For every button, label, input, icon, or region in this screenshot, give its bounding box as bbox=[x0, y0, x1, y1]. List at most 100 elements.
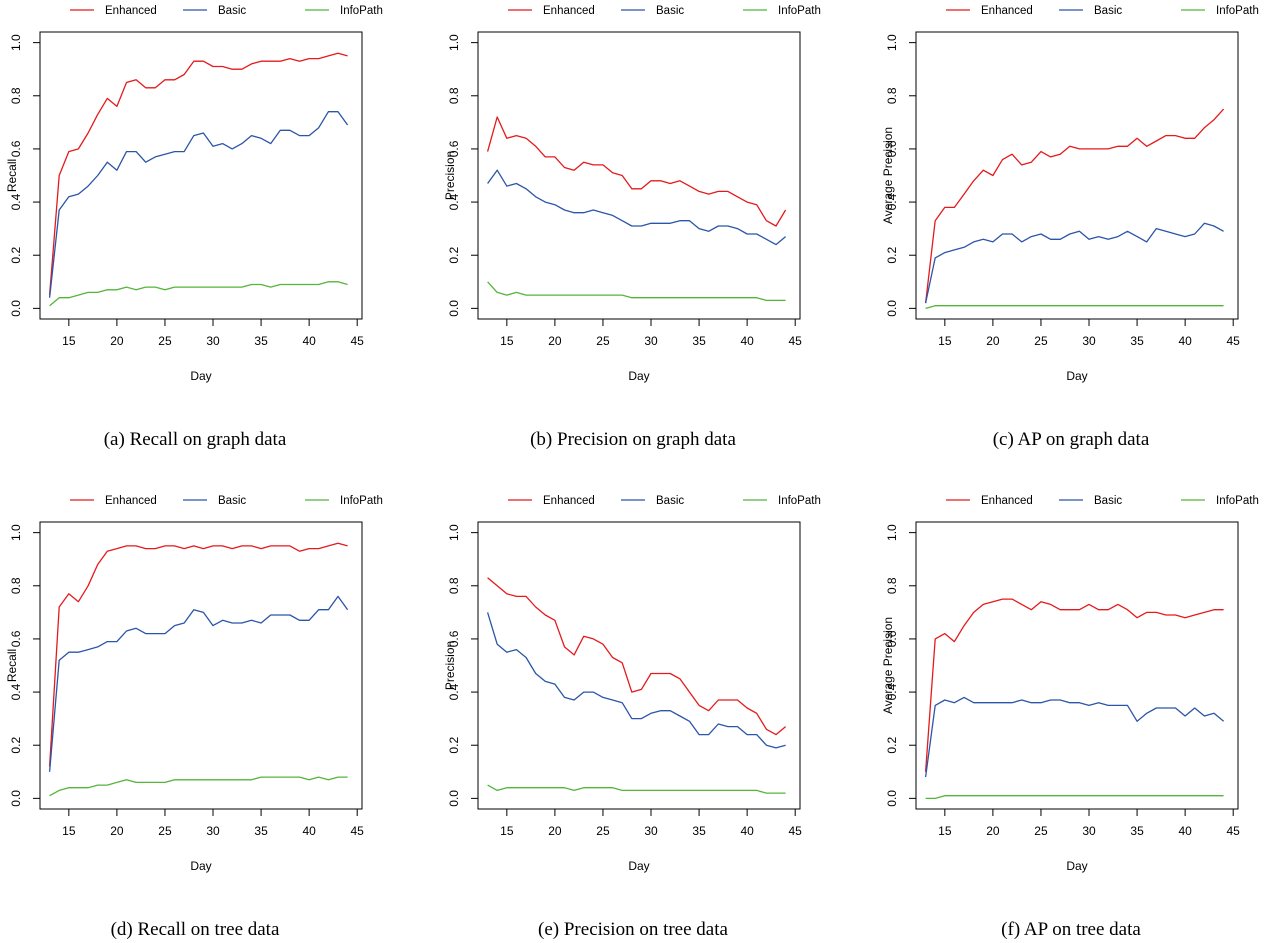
x-tick-label: 30 bbox=[644, 824, 658, 838]
y-tick-label: 0.6 bbox=[9, 630, 23, 647]
x-tick-label: 15 bbox=[938, 824, 952, 838]
x-axis-title: Day bbox=[190, 369, 211, 383]
y-tick-label: 0.4 bbox=[9, 683, 23, 700]
y-tick-label: 1.0 bbox=[9, 34, 23, 51]
y-tick-label: 0.2 bbox=[885, 247, 899, 264]
legend-label: Basic bbox=[218, 5, 246, 17]
x-axis-title: Day bbox=[1066, 369, 1087, 383]
x-tick-label: 25 bbox=[158, 334, 172, 348]
x-tick-label: 45 bbox=[1227, 824, 1241, 838]
x-tick-label: 35 bbox=[254, 334, 268, 348]
series-line-basic bbox=[486, 612, 786, 749]
x-tick-label: 25 bbox=[596, 334, 610, 348]
legend-label: Enhanced bbox=[105, 495, 157, 507]
x-tick-label: 30 bbox=[1082, 824, 1096, 838]
y-tick-label: 0.8 bbox=[885, 87, 899, 104]
series-line-infopath bbox=[925, 795, 1224, 800]
y-tick-label: 0.8 bbox=[447, 87, 461, 104]
x-tick-label: 35 bbox=[692, 824, 706, 838]
series-line-infopath bbox=[487, 784, 786, 794]
legend-label: Basic bbox=[656, 5, 684, 17]
y-tick-label: 0.6 bbox=[9, 140, 23, 157]
y-tick-label: 0.2 bbox=[885, 737, 899, 754]
y-tick-label: 1.0 bbox=[885, 34, 899, 51]
y-tick-label: 0.0 bbox=[885, 790, 899, 807]
x-axis-title: Day bbox=[190, 859, 211, 873]
legend-label: Basic bbox=[1094, 495, 1122, 507]
y-tick-label: 0.2 bbox=[9, 737, 23, 754]
x-tick-label: 30 bbox=[206, 334, 220, 348]
x-tick-label: 25 bbox=[158, 824, 172, 838]
series-line-enhanced bbox=[924, 108, 1225, 304]
legend-label: InfoPath bbox=[1216, 5, 1259, 17]
y-tick-label: 0.8 bbox=[447, 577, 461, 594]
x-axis-title: Day bbox=[1066, 859, 1087, 873]
y-tick-label: 0.2 bbox=[447, 737, 461, 754]
panel-caption: (d) Recall on tree data bbox=[111, 919, 280, 940]
x-tick-label: 30 bbox=[206, 824, 220, 838]
y-tick-label: 0.6 bbox=[885, 140, 899, 157]
legend-label: Basic bbox=[1094, 5, 1122, 17]
y-tick-label: 0.8 bbox=[9, 577, 23, 594]
chart-panel-1: 0.0 0.2 0.4 0.6 0.8 1.0 15 20 25 30 35 40 45 Day Recal… bbox=[5, 5, 383, 450]
x-tick-label: 20 bbox=[986, 824, 1000, 838]
y-tick-label: 0.8 bbox=[9, 87, 23, 104]
x-tick-label: 35 bbox=[692, 334, 706, 348]
x-tick-label: 45 bbox=[351, 334, 365, 348]
panel-caption: (b) Precision on graph data bbox=[530, 429, 736, 450]
series-line-infopath bbox=[487, 281, 786, 302]
series-line-infopath bbox=[49, 776, 348, 797]
x-tick-label: 45 bbox=[1227, 334, 1241, 348]
y-tick-label: 0.0 bbox=[9, 790, 23, 807]
x-tick-label: 20 bbox=[110, 824, 124, 838]
y-axis-title: Recall bbox=[5, 649, 19, 682]
y-tick-label: 1.0 bbox=[447, 34, 461, 51]
series-line-basic bbox=[924, 222, 1224, 304]
x-tick-label: 15 bbox=[500, 824, 514, 838]
x-tick-label: 30 bbox=[1082, 334, 1096, 348]
plot-frame bbox=[477, 521, 801, 810]
x-tick-label: 25 bbox=[1034, 824, 1048, 838]
legend-label: InfoPath bbox=[340, 5, 383, 17]
panel-caption: (e) Precision on tree data bbox=[538, 919, 728, 940]
x-tick-label: 15 bbox=[938, 334, 952, 348]
x-tick-label: 35 bbox=[254, 824, 268, 838]
x-tick-label: 20 bbox=[110, 334, 124, 348]
series-line-basic bbox=[48, 595, 349, 772]
legend-label: InfoPath bbox=[1216, 495, 1259, 507]
series-line-enhanced bbox=[486, 116, 787, 227]
x-tick-label: 20 bbox=[548, 334, 562, 348]
x-tick-label: 40 bbox=[302, 824, 316, 838]
x-tick-label: 25 bbox=[1034, 334, 1048, 348]
y-tick-label: 0.4 bbox=[885, 193, 899, 210]
series-line-enhanced bbox=[48, 542, 348, 767]
plot-frame bbox=[915, 521, 1239, 810]
x-tick-label: 40 bbox=[1178, 824, 1192, 838]
y-tick-label: 0.2 bbox=[447, 247, 461, 264]
y-tick-label: 0.2 bbox=[9, 247, 23, 264]
x-tick-label: 15 bbox=[62, 334, 76, 348]
panel-caption: (a) Recall on graph data bbox=[104, 429, 287, 450]
x-tick-label: 40 bbox=[302, 334, 316, 348]
y-axis-title: Recall bbox=[5, 159, 19, 192]
chart-panel-4: 0.0 0.2 0.4 0.6 0.8 1.0 15 20 25 30 35 40 45 Day Recal… bbox=[5, 495, 383, 940]
y-tick-label: 0.6 bbox=[447, 140, 461, 157]
y-tick-label: 0.0 bbox=[447, 790, 461, 807]
x-tick-label: 40 bbox=[740, 334, 754, 348]
y-tick-label: 0.6 bbox=[447, 630, 461, 647]
x-axis-title: Day bbox=[628, 369, 649, 383]
x-tick-label: 40 bbox=[1178, 334, 1192, 348]
legend-label: Enhanced bbox=[105, 5, 157, 17]
series-line-infopath bbox=[49, 281, 348, 307]
y-tick-label: 0.8 bbox=[885, 577, 899, 594]
y-tick-label: 0.0 bbox=[9, 300, 23, 317]
y-axis-title: Precision bbox=[443, 151, 457, 200]
legend-label: Enhanced bbox=[543, 495, 595, 507]
plot-frame bbox=[39, 521, 363, 810]
chart-panel-2: 0.0 0.2 0.4 0.6 0.8 1.0 15 20 25 30 35 40 45 Day Preci… bbox=[443, 5, 821, 450]
chart-panel-6: 0.0 0.2 0.4 0.6 0.8 1.0 15 20 25 30 35 40 45 Day Avera… bbox=[881, 495, 1259, 940]
y-tick-label: 0.0 bbox=[447, 300, 461, 317]
legend-label: Enhanced bbox=[543, 5, 595, 17]
